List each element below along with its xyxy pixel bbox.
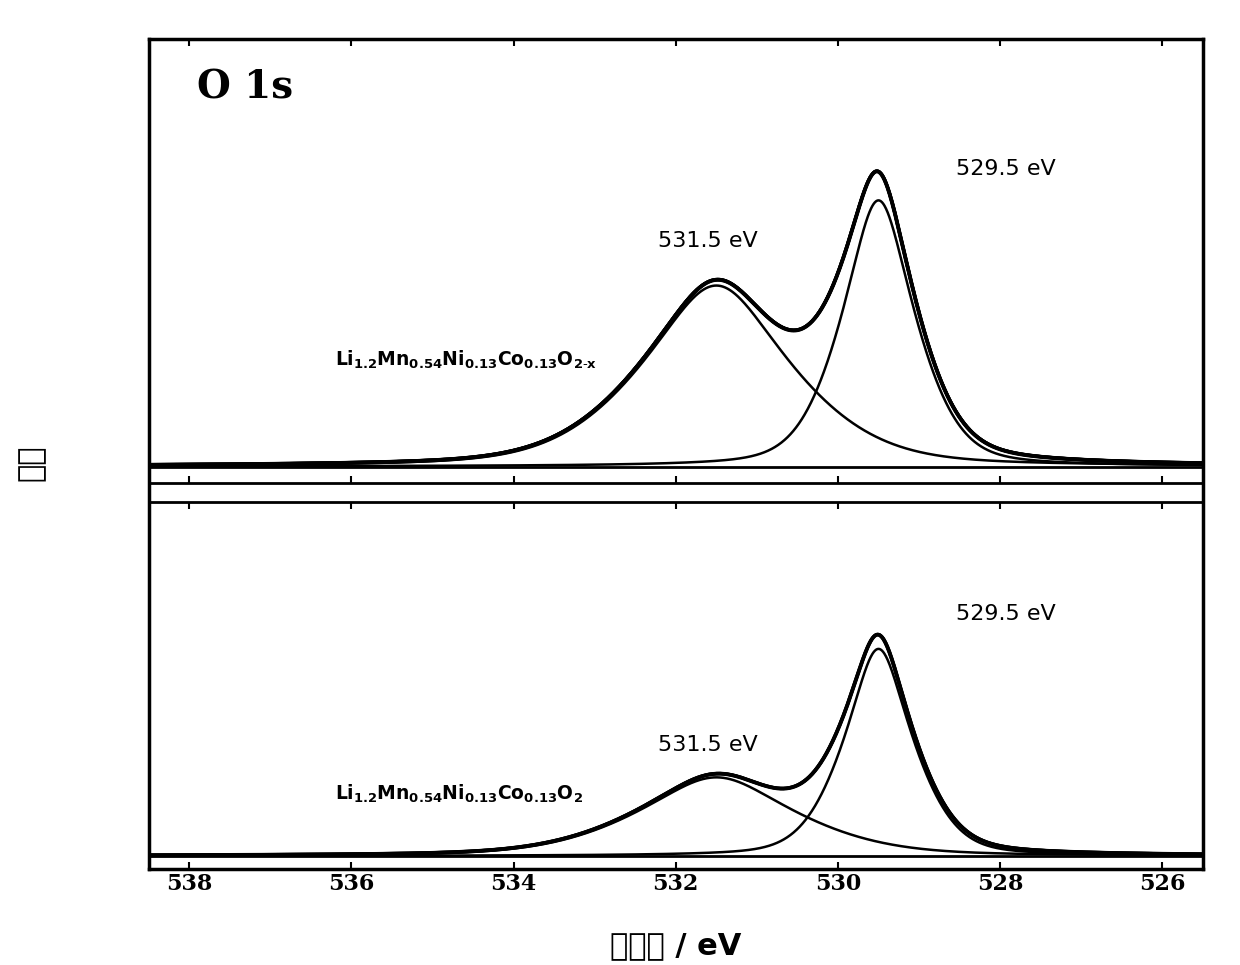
Text: 531.5 eV: 531.5 eV	[658, 231, 758, 251]
Text: 强度: 强度	[16, 445, 46, 482]
Text: 结合能 / eV: 结合能 / eV	[610, 931, 742, 960]
Text: O 1s: O 1s	[197, 69, 294, 106]
Text: 531.5 eV: 531.5 eV	[658, 734, 758, 755]
Text: 529.5 eV: 529.5 eV	[956, 159, 1055, 179]
Text: 529.5 eV: 529.5 eV	[956, 604, 1055, 624]
Text: $\bf{Li_{1.2}Mn_{0.54}Ni_{0.13}Co_{0.13}O_{2\text{-}x}}$: $\bf{Li_{1.2}Mn_{0.54}Ni_{0.13}Co_{0.13}…	[335, 349, 598, 372]
Text: $\bf{Li_{1.2}Mn_{0.54}Ni_{0.13}Co_{0.13}O_{2}}$: $\bf{Li_{1.2}Mn_{0.54}Ni_{0.13}Co_{0.13}…	[335, 783, 583, 805]
